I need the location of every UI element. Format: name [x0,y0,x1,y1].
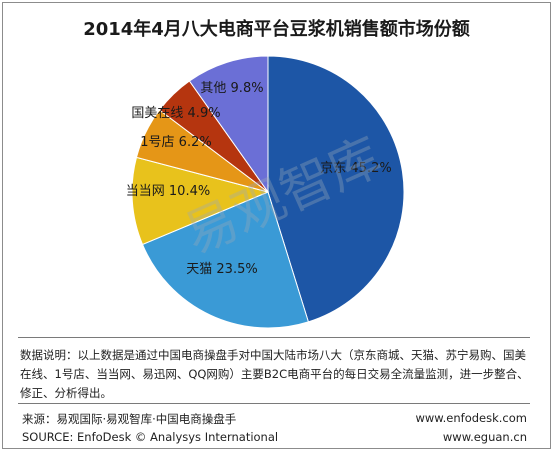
slice-label-0: 京东 45.2% [320,161,391,176]
watermark-text: 易观智库 [176,127,390,266]
slice-label-1: 天猫 23.5% [186,262,257,277]
pie-slice-0 [267,55,405,323]
url-eguan: www.eguan.cn [442,430,527,444]
pie-slice-5 [188,55,269,194]
note-divider [18,337,530,338]
slice-label-5: 其他 9.8% [200,81,263,96]
slice-label-4: 国美在线 4.9% [131,106,220,121]
pie-slice-1 [141,191,310,329]
data-note: 数据说明：以上数据是通过中国电商操盘手对中国大陆市场八大（京东商城、天猫、苏宁易… [20,348,529,400]
url-enfodesk: www.enfodesk.com [415,411,527,425]
chart-title: 2014年4月八大电商平台豆浆机销售额市场份额 [83,19,470,40]
footer-divider [18,403,530,404]
slice-label-3: 1号店 6.2% [140,135,211,150]
slice-label-2: 当当网 10.4% [126,184,210,199]
pie-slice-2 [131,156,270,246]
source-cn: 来源：易观国际·易观智库·中国电商操盘手 [22,412,237,426]
source-en: SOURCE: EnfoDesk © Analysys Internationa… [22,430,279,444]
